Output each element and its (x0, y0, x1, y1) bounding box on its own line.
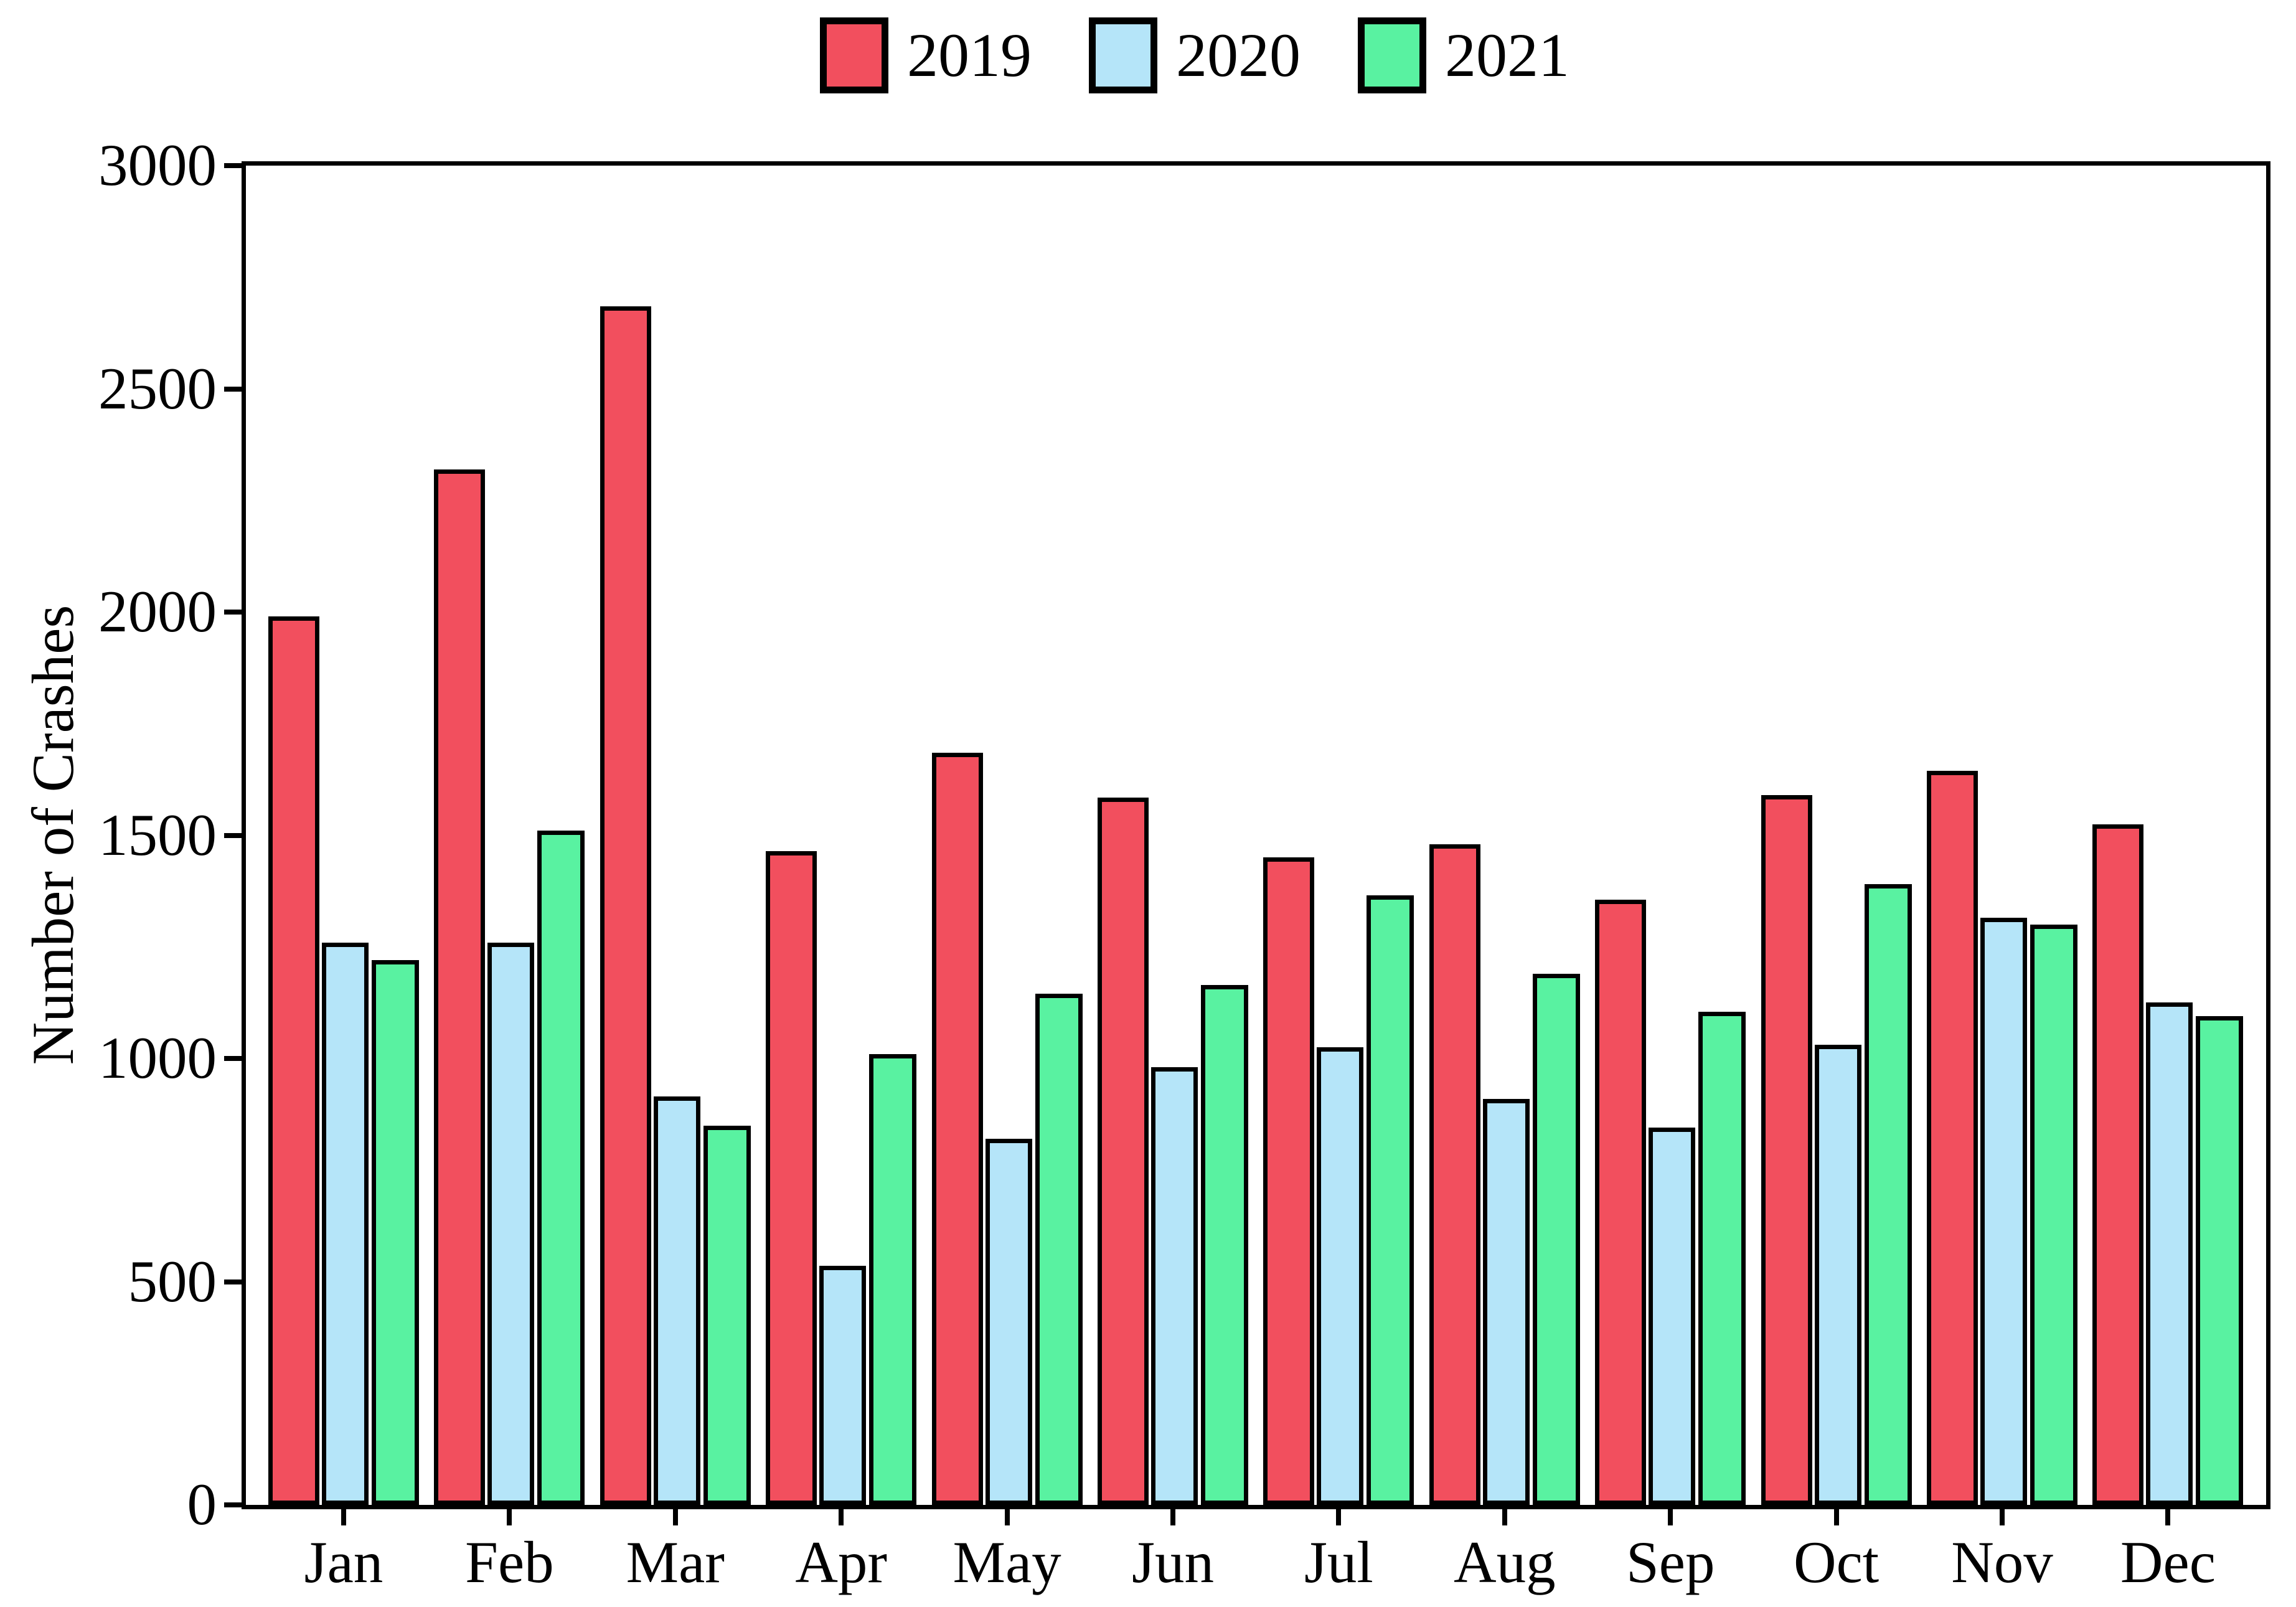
bar-2019-Aug (1429, 844, 1480, 1505)
bar-2021-Nov (2030, 925, 2077, 1505)
y-axis-tick (224, 610, 246, 615)
x-axis-tick (2165, 1509, 2171, 1525)
x-axis-tick (672, 1509, 678, 1525)
bar-2019-Sep (1595, 900, 1647, 1505)
x-tick-label: Jun (1132, 1529, 1214, 1595)
bar-2021-Jul (1367, 895, 1414, 1505)
bar-2020-Jul (1317, 1047, 1364, 1505)
bar-2021-Feb (537, 831, 585, 1505)
bar-2021-Jan (372, 960, 419, 1505)
x-tick-label: Mar (626, 1529, 725, 1595)
x-tick-label: Nov (1951, 1529, 2053, 1595)
y-axis-tick (224, 386, 246, 392)
x-tick-label: Sep (1626, 1529, 1715, 1595)
bar-2020-May (985, 1139, 1032, 1505)
bar-2021-Sep (1698, 1012, 1746, 1505)
bar-2019-Apr (766, 851, 817, 1505)
bar-2020-Jan (322, 943, 369, 1505)
legend-item-2020: 2020 (1089, 17, 1301, 93)
x-tick-label: Jan (304, 1529, 383, 1595)
bar-2020-Sep (1649, 1128, 1696, 1505)
legend-swatch-2019 (820, 17, 888, 93)
bar-2020-Feb (487, 943, 535, 1505)
bar-2021-Apr (869, 1054, 917, 1505)
bar-2019-Mar (600, 306, 651, 1505)
y-tick-label: 500 (128, 1248, 217, 1314)
x-axis-tick (1004, 1509, 1010, 1525)
x-tick-label: Dec (2120, 1529, 2216, 1595)
bar-2020-Jun (1151, 1067, 1198, 1505)
x-axis-tick (1668, 1509, 1673, 1525)
x-axis-tick (507, 1509, 512, 1525)
x-tick-label: May (953, 1529, 1061, 1595)
legend-label-2019: 2019 (907, 21, 1032, 90)
legend-item-2019: 2019 (820, 17, 1032, 93)
legend: 2019 2020 2021 (820, 17, 1569, 93)
legend-item-2021: 2021 (1358, 17, 1569, 93)
bar-2019-Jul (1263, 857, 1315, 1505)
x-tick-label: Apr (795, 1529, 888, 1595)
y-axis-tick (224, 163, 246, 168)
bar-2021-Mar (703, 1126, 751, 1505)
bar-2019-Nov (1927, 771, 1978, 1505)
y-tick-label: 2000 (98, 578, 217, 644)
x-axis-tick (1833, 1509, 1839, 1525)
y-axis-tick (224, 1502, 246, 1507)
x-axis-tick (1170, 1509, 1175, 1525)
legend-label-2020: 2020 (1176, 21, 1301, 90)
legend-label-2021: 2021 (1445, 21, 1569, 90)
y-axis-tick (224, 1056, 246, 1061)
bar-2019-Jun (1098, 798, 1149, 1505)
x-axis-tick (1502, 1509, 1507, 1525)
x-tick-label: Oct (1794, 1529, 1880, 1595)
bar-2021-Jun (1201, 985, 1248, 1505)
y-tick-label: 0 (187, 1471, 217, 1537)
bar-2019-Jan (268, 616, 319, 1505)
bar-2019-Feb (434, 469, 486, 1505)
x-tick-label: Aug (1453, 1529, 1556, 1595)
x-axis-tick (2000, 1509, 2005, 1525)
bar-2020-Nov (1980, 918, 2027, 1505)
bar-2020-Oct (1814, 1045, 1861, 1505)
bar-2019-May (931, 753, 983, 1505)
legend-swatch-2020 (1089, 17, 1157, 93)
bar-2020-Dec (2146, 1002, 2193, 1505)
bar-2021-May (1035, 994, 1083, 1505)
y-axis-tick (224, 1279, 246, 1284)
x-tick-label: Feb (465, 1529, 554, 1595)
x-axis-tick (341, 1509, 346, 1525)
bar-2019-Oct (1761, 795, 1812, 1505)
bar-2021-Aug (1532, 974, 1580, 1505)
bar-2021-Dec (2196, 1016, 2244, 1505)
bar-2020-Mar (653, 1096, 700, 1505)
y-axis-tick (224, 832, 246, 838)
x-axis-tick (1336, 1509, 1342, 1525)
bar-2020-Aug (1482, 1099, 1530, 1505)
plot-area (246, 166, 2266, 1505)
x-axis-tick (839, 1509, 844, 1525)
x-tick-label: Jul (1304, 1529, 1373, 1595)
y-tick-label: 3000 (98, 132, 217, 198)
legend-swatch-2021 (1358, 17, 1426, 93)
y-tick-label: 2500 (98, 355, 217, 422)
bar-2019-Dec (2092, 824, 2144, 1505)
bar-2020-Apr (819, 1266, 867, 1505)
y-tick-label: 1500 (98, 801, 217, 868)
bar-2021-Oct (1864, 884, 1912, 1505)
y-tick-label: 1000 (98, 1025, 217, 1091)
